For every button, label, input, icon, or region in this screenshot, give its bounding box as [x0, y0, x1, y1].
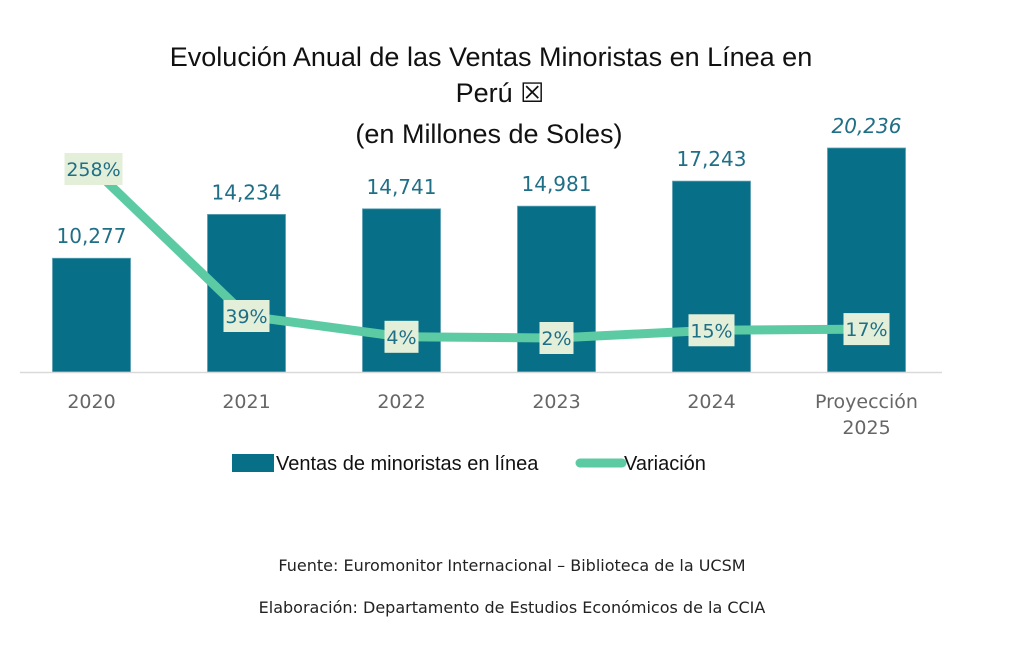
- variation-label-box: [384, 320, 419, 353]
- x-tick-label: 2020: [67, 391, 115, 413]
- x-tick-label: 2024: [687, 391, 735, 413]
- variation-label: 258%: [66, 159, 120, 181]
- source-note: Fuente: Euromonitor Internacional – Bibl…: [278, 556, 746, 575]
- variation-label-box: [843, 313, 890, 346]
- variation-label-box: [539, 322, 574, 354]
- title-line-1: Evolución Anual de las Ventas Minoristas…: [170, 42, 812, 72]
- x-tick-labels: 2020 2021 2022 2023 2024 Proyección 2025: [67, 391, 918, 439]
- variation-label: 2%: [541, 328, 571, 350]
- x-tick-label: 2023: [532, 391, 580, 413]
- bar-value-labels: 10,277 14,234 14,741 14,981 17,243 20,236: [57, 114, 902, 248]
- variation-label: 17%: [845, 319, 887, 341]
- chart-title: Evolución Anual de las Ventas Minoristas…: [170, 42, 812, 149]
- variation-label: 4%: [386, 327, 416, 349]
- legend-label-bar: Ventas de minoristas en línea: [276, 453, 539, 475]
- bar-value-label: 14,981: [522, 172, 592, 196]
- bar-value-label: 10,277: [57, 224, 127, 248]
- variation-label-box: [688, 314, 735, 347]
- title-line-3: (en Millones de Soles): [355, 119, 622, 149]
- variation-label: 15%: [690, 320, 732, 342]
- variation-line: [90, 165, 867, 343]
- x-tick-label: 2022: [377, 391, 425, 413]
- legend-swatch-bar: [232, 454, 274, 472]
- line-series: 258% 39% 4% 2% 15% 17%: [64, 153, 890, 354]
- credit-note: Elaboración: Departamento de Estudios Ec…: [258, 598, 766, 617]
- variation-label-box: [64, 153, 123, 185]
- bar-value-label: 17,243: [677, 147, 747, 171]
- x-tick-label: Proyección: [815, 391, 918, 413]
- x-tick-label: 2025: [842, 417, 890, 439]
- title-line-2: Perú ☒: [456, 78, 545, 108]
- bar-value-label: 14,741: [367, 175, 437, 199]
- legend-label-line: Variación: [624, 453, 706, 475]
- bar-value-label: 20,236: [832, 114, 902, 138]
- x-tick-label: 2021: [222, 391, 270, 413]
- variation-label-box: [223, 300, 270, 332]
- bar-value-label: 14,234: [212, 180, 282, 204]
- variation-label: 39%: [225, 306, 267, 328]
- bar-2020: [52, 257, 131, 373]
- legend: Ventas de minoristas en línea Variación: [232, 453, 706, 475]
